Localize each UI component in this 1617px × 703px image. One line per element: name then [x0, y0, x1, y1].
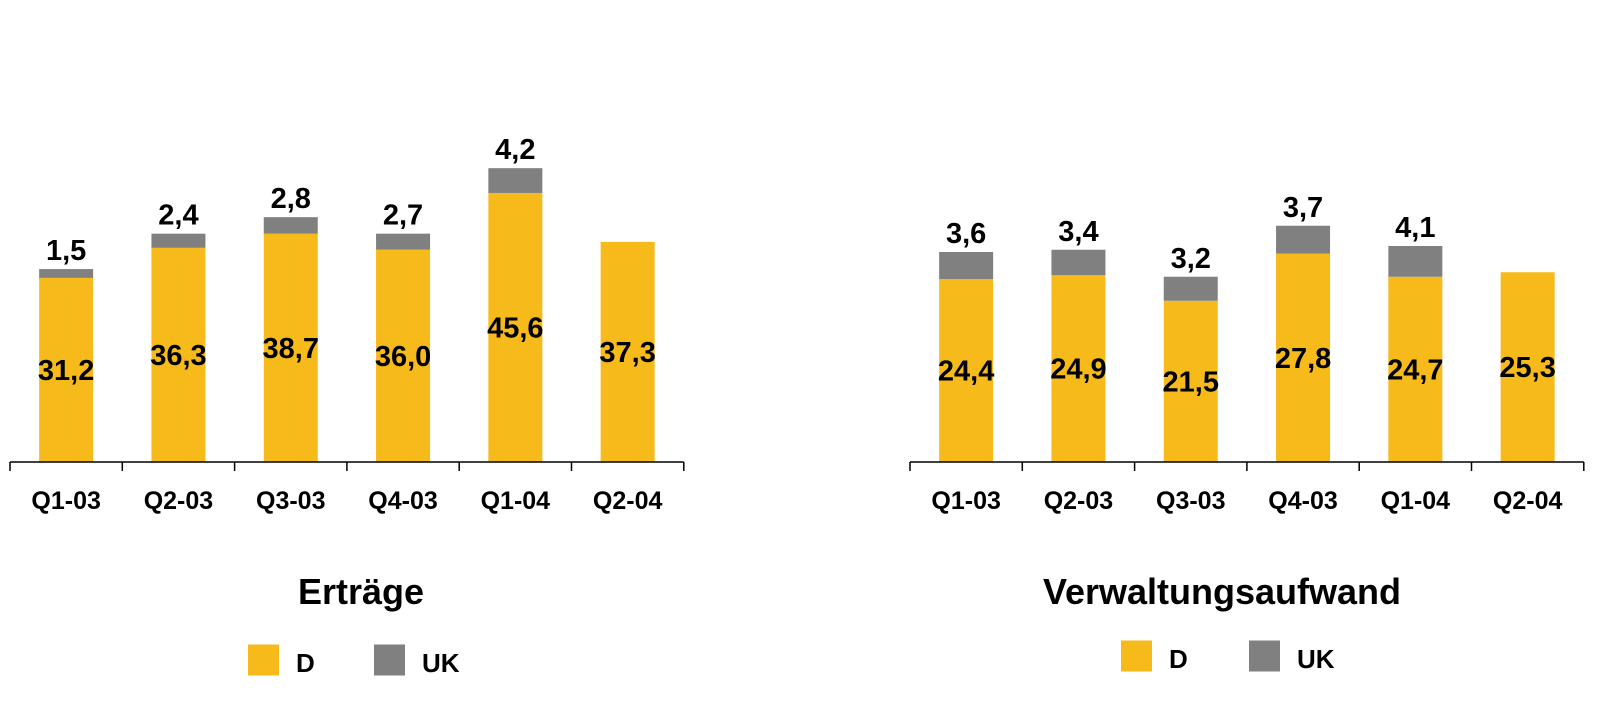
- bar-d-q3-03: [263, 233, 318, 462]
- bar-uk-q1-03: [39, 269, 94, 278]
- legend-swatch-uk: [374, 644, 405, 676]
- bar-uk-q2-03: [151, 233, 206, 248]
- value-label-uk-q1-03: 3,6: [946, 218, 986, 250]
- legend-label-d: D: [1169, 644, 1188, 674]
- legend-swatch-d: [248, 644, 279, 676]
- verwaltungsaufwand-chart: 24,4 3,6 24,9 3,4 21,5 3,2 27,8 3,7 24,7 4,1 25,3 Q…: [909, 192, 1585, 674]
- value-label-uk-q2-03: 3,4: [1058, 216, 1098, 248]
- legend-label-uk: UK: [1297, 644, 1335, 674]
- value-label-uk-q2-03: 2,4: [158, 200, 198, 232]
- x-tick-label-q1-03: Q1-03: [31, 487, 100, 515]
- bar-uk-q1-04: [1388, 246, 1443, 277]
- value-label-d-q3-03: 38,7: [263, 333, 319, 365]
- value-label-uk-q4-03: 2,7: [383, 200, 423, 232]
- x-tick-label-q2-03: Q2-03: [1044, 487, 1113, 515]
- bar-uk-q3-03: [1163, 276, 1218, 301]
- x-tick-label-q2-04: Q2-04: [593, 487, 663, 515]
- bar-d-q1-03: [39, 277, 94, 462]
- ertraege-chart: 31,2 1,5 36,3 2,4 38,7 2,8 36,0 2,7 45,6 4,2 37,3 Q…: [9, 134, 685, 678]
- legend-label-uk: UK: [422, 648, 460, 678]
- bar-uk-q4-03: [376, 233, 431, 250]
- bar-uk-q3-03: [263, 217, 318, 234]
- bar-uk-q1-04: [488, 168, 543, 193]
- value-label-uk-q1-03: 1,5: [46, 235, 86, 267]
- value-label-d-q1-04: 45,6: [487, 312, 543, 344]
- value-label-uk-q3-03: 2,8: [271, 183, 311, 215]
- bar-d-q3-03: [1163, 300, 1218, 462]
- bar-d-q2-04: [1500, 272, 1555, 462]
- legend-label-d: D: [296, 648, 315, 678]
- value-label-d-q1-03: 31,2: [38, 355, 94, 387]
- x-tick-label-q3-03: Q3-03: [256, 487, 325, 515]
- value-label-uk-q3-03: 3,2: [1171, 243, 1211, 275]
- value-label-d-q2-03: 24,9: [1050, 354, 1106, 386]
- bar-d-q2-03: [1051, 275, 1106, 462]
- x-tick-label-q3-03: Q3-03: [1156, 487, 1225, 515]
- bar-d-q2-04: [600, 241, 655, 462]
- value-label-uk-q1-04: 4,2: [495, 134, 535, 166]
- legend-swatch-uk: [1249, 640, 1280, 672]
- bar-uk-q1-03: [939, 252, 994, 279]
- x-tick-label-q1-04: Q1-04: [1381, 487, 1451, 515]
- legend: D UK: [248, 644, 460, 678]
- value-label-d-q1-04: 24,7: [1387, 354, 1443, 386]
- bar-uk-q4-03: [1276, 225, 1331, 254]
- legend-swatch-d: [1121, 640, 1152, 672]
- bar-d-q4-03: [1276, 253, 1331, 462]
- value-label-d-q2-03: 36,3: [150, 340, 206, 372]
- bar-d-q4-03: [376, 249, 431, 462]
- value-label-d-q4-03: 36,0: [375, 341, 431, 373]
- bar-d-q2-03: [151, 247, 206, 462]
- bar-d-q1-03: [939, 279, 994, 462]
- x-tick-label-q4-03: Q4-03: [368, 487, 437, 515]
- value-label-d-q3-03: 21,5: [1163, 366, 1219, 398]
- value-label-d-q4-03: 27,8: [1275, 343, 1331, 375]
- x-tick-label-q2-04: Q2-04: [1493, 487, 1563, 515]
- x-tick-label-q4-03: Q4-03: [1268, 487, 1337, 515]
- chart-title: Verwaltungsaufwand: [1043, 571, 1401, 612]
- x-tick-label-q2-03: Q2-03: [144, 487, 213, 515]
- x-tick-label-q1-04: Q1-04: [481, 487, 551, 515]
- bar-d-q1-04: [1388, 276, 1443, 462]
- x-tick-label-q1-03: Q1-03: [931, 487, 1000, 515]
- legend: D UK: [1121, 640, 1335, 674]
- value-label-d-q2-04: 37,3: [599, 337, 655, 369]
- bar-d-q1-04: [488, 192, 543, 462]
- bar-uk-q2-03: [1051, 249, 1106, 276]
- value-label-uk-q1-04: 4,1: [1395, 212, 1435, 244]
- value-label-d-q2-04: 25,3: [1499, 352, 1555, 384]
- chart-title: Erträge: [298, 571, 424, 612]
- value-label-uk-q4-03: 3,7: [1283, 192, 1323, 224]
- value-label-d-q1-03: 24,4: [938, 356, 994, 388]
